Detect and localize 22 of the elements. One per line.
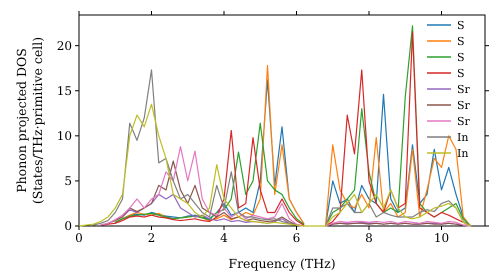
x-tick-label: 8	[365, 231, 373, 245]
legend-label: S	[457, 18, 465, 32]
x-axis-title: Frequency (THz)	[228, 256, 336, 271]
y-tick-label: 20	[56, 38, 72, 53]
legend-label: Sr	[457, 98, 471, 112]
legend-label: S	[457, 66, 465, 80]
x-tick-label: 4	[220, 231, 228, 245]
legend-label: Sr	[457, 82, 471, 96]
y-tick-label: 5	[64, 174, 72, 188]
legend-label: In	[457, 130, 468, 144]
x-tick-label: 2	[148, 231, 156, 245]
x-tick-label: 6	[292, 231, 300, 245]
x-tick-label: 0	[75, 231, 83, 245]
legend-label: S	[457, 50, 465, 64]
legend-label: In	[457, 146, 468, 160]
y-tick-label: 15	[56, 84, 72, 98]
legend-label: S	[457, 34, 465, 48]
y-axis-title: Phonon projected DOS (States/THz·primitive cell)	[14, 36, 45, 204]
x-tick-label: 10	[434, 231, 450, 245]
y-tick-label: 0	[64, 219, 72, 234]
legend-label: Sr	[457, 114, 471, 128]
y-tick-label: 10	[56, 129, 72, 144]
